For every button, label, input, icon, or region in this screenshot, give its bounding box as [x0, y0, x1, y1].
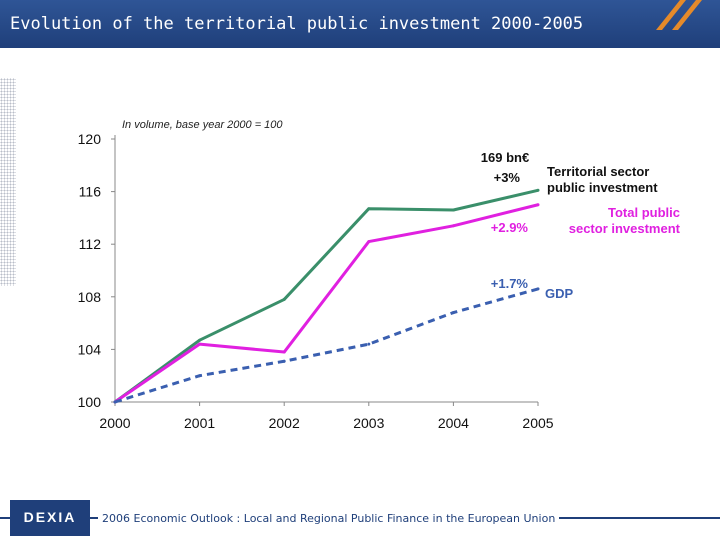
y-tick-label: 112	[79, 236, 102, 252]
series-line-0	[114, 188, 539, 404]
series-1-point	[451, 224, 455, 228]
series-2-point	[198, 374, 202, 378]
series-0-point	[451, 208, 455, 212]
amount-annotation: 169 bn€	[481, 150, 529, 165]
series-0-point	[367, 207, 371, 211]
x-tick-label: 2001	[184, 415, 215, 431]
series-2-point	[451, 311, 455, 315]
decorative-stripes-icon	[656, 0, 702, 30]
series-0-point	[282, 297, 286, 301]
footer-text: 2006 Economic Outlook : Local and Region…	[98, 512, 560, 525]
logo-text: DEXIA	[23, 509, 77, 525]
slide-title: Evolution of the territorial public inve…	[10, 14, 584, 34]
y-tick-label: 116	[79, 184, 102, 200]
x-tick-label: 2005	[522, 415, 553, 431]
title-bar: Evolution of the territorial public inve…	[0, 0, 720, 48]
growth-rate-label: +3%	[494, 170, 521, 185]
y-tick-label: 120	[78, 131, 102, 147]
series-0-point	[198, 338, 202, 342]
series-label: GDP	[545, 286, 574, 301]
series-1-point	[367, 240, 371, 244]
series-2-point	[282, 359, 286, 363]
x-tick-label: 2000	[99, 415, 130, 431]
series-label: sector investment	[569, 221, 681, 236]
series-label: Territorial sector	[547, 164, 649, 179]
series-0-point	[536, 188, 540, 192]
dexia-logo: DEXIA	[10, 500, 90, 536]
y-tick-label: 108	[78, 289, 102, 305]
series-line-2	[114, 287, 539, 404]
x-tick-label: 2004	[438, 415, 469, 431]
series-1-point	[536, 203, 540, 207]
series-label: public investment	[547, 180, 658, 195]
decorative-dot-pattern	[0, 78, 16, 286]
series-2-point	[113, 400, 117, 404]
x-tick-label: 2002	[269, 415, 300, 431]
series-1-point	[282, 350, 286, 354]
series-2-point	[536, 287, 540, 291]
x-tick-label: 2003	[353, 415, 384, 431]
chart-subtitle: In volume, base year 2000 = 100	[122, 119, 283, 131]
y-tick-label: 100	[78, 394, 102, 410]
y-tick-label: 104	[78, 341, 102, 357]
series-label: Total public	[608, 205, 680, 220]
growth-rate-label: +1.7%	[491, 276, 529, 291]
series-1-point	[198, 342, 202, 346]
series-2-point	[367, 342, 371, 346]
growth-rate-label: +2.9%	[491, 220, 529, 235]
series-line-1	[114, 203, 539, 404]
